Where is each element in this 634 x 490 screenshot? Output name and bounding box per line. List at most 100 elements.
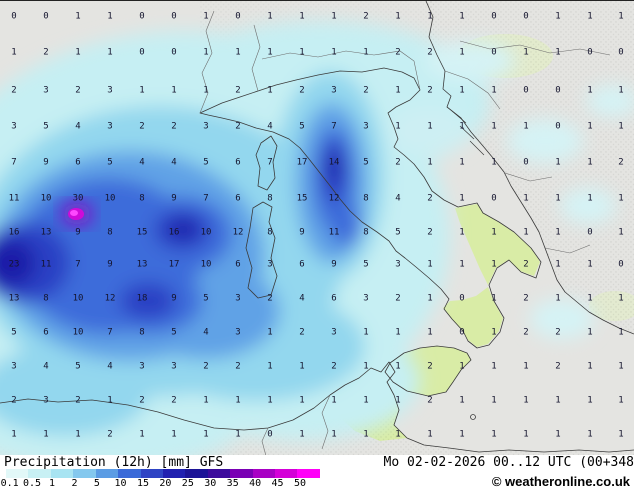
precip-value: 2 [427,361,433,372]
legend-color-segment [140,469,163,478]
precip-value: 3 [171,361,177,372]
precip-value: 0 [555,85,561,96]
precip-value: 3 [11,361,17,372]
precip-value: 2 [299,85,305,96]
precip-value: 3 [107,121,113,132]
precip-value: 13 [8,293,20,304]
precip-value: 2 [427,227,433,238]
precip-value: 10 [72,327,84,338]
legend-tick-label: 35 [226,478,239,489]
precip-value: 1 [587,157,593,168]
precip-value: 1 [555,193,561,204]
precip-value: 0 [43,11,49,22]
precip-value: 2 [139,395,145,406]
precip-value: 1 [395,85,401,96]
precip-value: 0 [587,227,593,238]
precip-value: 1 [459,47,465,58]
precip-value: 1 [107,11,113,22]
precip-value: 1 [555,395,561,406]
legend-tick-label: 10 [114,478,127,489]
precip-value: 2 [331,361,337,372]
precip-value: 15 [136,227,148,238]
precip-value: 10 [72,293,84,304]
precip-value: 0 [11,11,17,22]
precip-value: 9 [171,193,177,204]
precip-value: 3 [235,327,241,338]
precip-value: 7 [331,121,337,132]
precip-value: 1 [203,85,209,96]
legend-tick-label: 30 [204,478,217,489]
precip-value: 0 [587,47,593,58]
precip-value: 1 [395,121,401,132]
precip-value: 1 [363,47,369,58]
precip-value: 1 [267,85,273,96]
precip-value: 1 [331,11,337,22]
precip-value: 1 [299,361,305,372]
precip-value: 2 [523,293,529,304]
precip-value: 3 [363,121,369,132]
precip-value: 1 [235,395,241,406]
precip-value: 1 [459,361,465,372]
precip-value: 1 [587,395,593,406]
precip-value: 2 [11,85,17,96]
precip-value: 2 [523,259,529,270]
precip-value: 2 [203,361,209,372]
precip-value: 1 [618,193,624,204]
legend-colorbar [6,469,320,478]
precip-value: 1 [491,327,497,338]
precip-value: 1 [203,429,209,440]
precip-value: 2 [75,85,81,96]
precip-value: 1 [267,395,273,406]
precip-value: 3 [203,121,209,132]
precip-value: 8 [43,293,49,304]
precip-value: 10 [40,193,52,204]
precip-value: 7 [75,259,81,270]
legend-tick-label: 5 [93,478,100,489]
precip-value: 1 [587,293,593,304]
precip-value: 9 [107,259,113,270]
legend-tick-label: 2 [71,478,78,489]
precip-value: 0 [267,429,273,440]
map-canvas [0,1,634,455]
precip-value: 5 [363,259,369,270]
precip-value: 3 [11,121,17,132]
legend-tick-label: 20 [159,478,172,489]
precip-value: 1 [299,47,305,58]
precip-value: 1 [203,47,209,58]
precip-value: 1 [618,121,624,132]
precip-value: 1 [555,47,561,58]
precip-value: 1 [555,157,561,168]
precip-value: 8 [139,327,145,338]
precip-value: 1 [523,429,529,440]
precip-value: 15 [296,193,308,204]
precip-value: 16 [168,227,180,238]
precip-value: 4 [267,121,273,132]
legend-color-segment [297,469,320,478]
precip-value: 1 [491,227,497,238]
precip-value: 2 [363,11,369,22]
precip-value: 9 [171,293,177,304]
precip-value: 5 [203,293,209,304]
precip-value: 0 [523,157,529,168]
precip-value: 2 [11,395,17,406]
precip-value: 1 [555,429,561,440]
precip-value: 0 [235,11,241,22]
precip-value: 4 [171,157,177,168]
precip-value: 1 [331,47,337,58]
precip-value: 1 [363,327,369,338]
precip-value: 8 [363,193,369,204]
legend-color-segment [275,469,298,478]
precip-value: 1 [299,395,305,406]
precip-value: 2 [363,85,369,96]
precip-value: 1 [267,361,273,372]
precip-value: 13 [40,227,52,238]
legend-color-segment [207,469,231,478]
legend-bar: Precipitation (12h) [mm] GFS Mo 02-02-20… [0,455,634,490]
precip-value: 8 [363,227,369,238]
country-borders [199,10,611,455]
precip-value: 6 [43,327,49,338]
precip-value: 1 [618,327,624,338]
precip-value: 1 [235,429,241,440]
